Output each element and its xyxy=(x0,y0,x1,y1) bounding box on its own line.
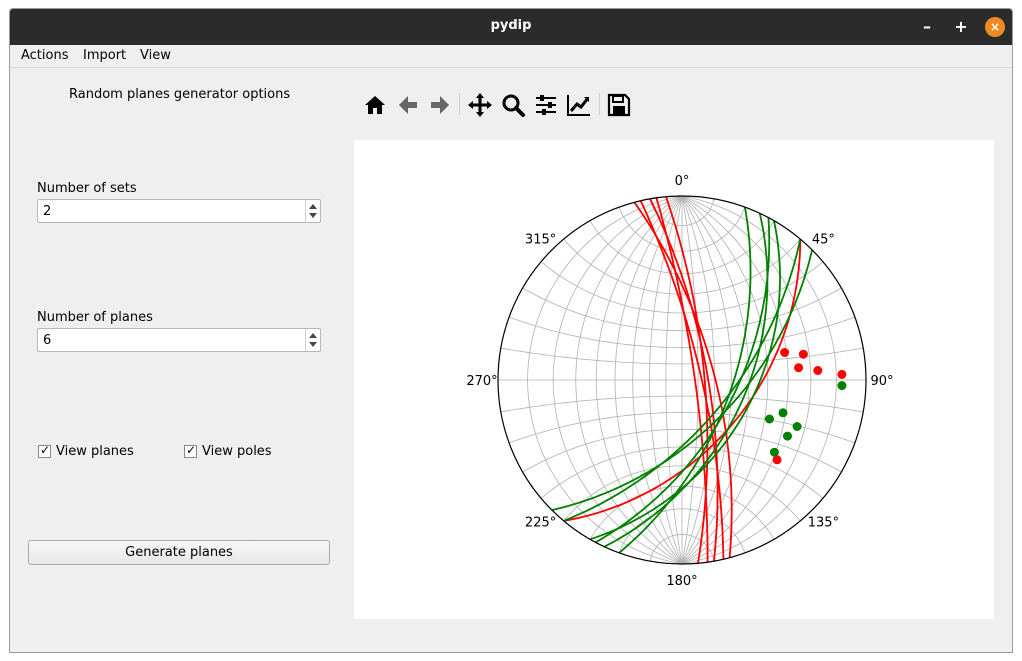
edit-axis-icon[interactable] xyxy=(566,92,592,118)
view-planes-checkbox[interactable]: ✓ xyxy=(38,443,51,458)
planes-layer xyxy=(551,196,813,564)
sets-spinbox[interactable]: 2 xyxy=(37,199,321,223)
view-poles-checkbox[interactable]: ✓ xyxy=(184,443,197,458)
angle-label: 225° xyxy=(525,515,556,530)
menu-import[interactable]: Import xyxy=(83,48,127,63)
menu-view[interactable]: View xyxy=(140,48,171,63)
grid-parallel xyxy=(540,261,824,314)
pole-point-series-2-2 xyxy=(778,408,788,418)
planes-spinbox[interactable]: 6 xyxy=(37,328,321,352)
generate-planes-button[interactable]: Generate planes xyxy=(28,540,330,565)
sets-stepper[interactable] xyxy=(305,200,320,222)
sets-label: Number of sets xyxy=(37,181,137,196)
sets-up-icon[interactable] xyxy=(309,204,317,209)
view-planes-label[interactable]: View planes xyxy=(56,444,134,459)
plane-trace-series-1-5 xyxy=(665,196,709,564)
plane-trace-series-2-3 xyxy=(595,217,771,544)
planes-stepper[interactable] xyxy=(305,329,320,351)
plane-trace-series-2-2 xyxy=(603,213,769,548)
configure-subplots-icon[interactable] xyxy=(533,92,559,118)
toolbar-separator xyxy=(599,93,600,115)
title-bar: pydip – + × xyxy=(10,9,1012,45)
angle-label: 90° xyxy=(870,374,893,389)
grid-parallel xyxy=(508,412,856,444)
save-icon[interactable] xyxy=(606,92,632,118)
planes-value[interactable]: 6 xyxy=(43,333,52,348)
forward-icon[interactable] xyxy=(427,92,453,118)
panel-heading: Random planes generator options xyxy=(69,87,291,102)
back-icon[interactable] xyxy=(395,92,421,118)
plane-trace-series-1-2 xyxy=(639,200,725,560)
menu-bar: Actions Import View xyxy=(10,45,1012,68)
stereonet-plot[interactable]: 0° 45° 90° 135° 180° 225° 270° 315° xyxy=(354,140,994,619)
plane-trace-series-1-4 xyxy=(655,197,709,563)
pole-point-series-2-3 xyxy=(792,422,802,431)
checkmark-icon: ✓ xyxy=(186,443,197,457)
zoom-icon[interactable] xyxy=(500,92,526,118)
grid-parallel xyxy=(508,316,856,348)
minimize-button[interactable]: – xyxy=(923,17,931,36)
window-title: pydip xyxy=(490,18,532,33)
angle-label: 315° xyxy=(525,233,556,248)
planes-down-icon[interactable] xyxy=(309,342,317,347)
stereonet-canvas[interactable]: 0° 45° 90° 135° 180° 225° 270° 315° xyxy=(354,140,994,619)
grid-parallel xyxy=(500,347,864,365)
menu-actions[interactable]: Actions xyxy=(21,48,69,63)
close-button[interactable]: × xyxy=(985,17,1005,37)
plane-trace-series-1-3 xyxy=(649,198,719,562)
plane-trace-series-2-6 xyxy=(551,249,813,511)
pole-point-series-1-1 xyxy=(780,348,790,357)
angle-label: 0° xyxy=(675,174,690,189)
pole-point-series-2-5 xyxy=(783,431,792,441)
view-poles-label[interactable]: View poles xyxy=(202,444,272,459)
toolbar-separator xyxy=(459,93,460,115)
angle-label: 135° xyxy=(808,515,839,530)
planes-up-icon[interactable] xyxy=(309,333,317,338)
pole-point-series-1-2 xyxy=(798,349,808,359)
pole-point-series-1-4 xyxy=(813,366,823,375)
sets-value[interactable]: 2 xyxy=(43,204,52,219)
checkmark-icon: ✓ xyxy=(40,443,51,457)
grid-parallel xyxy=(563,465,801,522)
grid-parallel xyxy=(522,287,842,332)
plane-trace-series-2-5 xyxy=(563,238,802,522)
planes-label: Number of planes xyxy=(37,310,153,325)
sets-down-icon[interactable] xyxy=(309,213,317,218)
grid-parallel xyxy=(500,395,864,413)
options-panel: Random planes generator options Number o… xyxy=(10,69,350,652)
angle-label: 45° xyxy=(812,233,835,248)
angle-label: 270° xyxy=(466,374,497,389)
pole-point-series-1-6 xyxy=(772,455,782,465)
pan-icon[interactable] xyxy=(467,92,493,118)
pole-point-series-2-6 xyxy=(769,447,779,457)
plot-toolbar xyxy=(360,89,640,121)
maximize-button[interactable]: + xyxy=(954,17,968,36)
app-window: pydip – + × Actions Import View Random p… xyxy=(9,8,1013,653)
angle-label: 180° xyxy=(666,574,697,589)
poles-layer xyxy=(765,348,847,465)
pole-point-series-1-3 xyxy=(794,363,804,373)
primitive-circle xyxy=(497,195,867,565)
grid-parallel xyxy=(522,428,842,473)
pole-point-series-2-4 xyxy=(765,414,774,424)
home-icon[interactable] xyxy=(362,92,388,118)
plane-trace-series-2-4 xyxy=(589,220,781,541)
angle-labels: 0° 45° 90° 135° 180° 225° 270° 315° xyxy=(466,174,893,589)
pole-point-series-2-1 xyxy=(837,381,847,391)
pole-point-series-1-5 xyxy=(837,369,847,379)
grid-parallel xyxy=(563,238,801,295)
